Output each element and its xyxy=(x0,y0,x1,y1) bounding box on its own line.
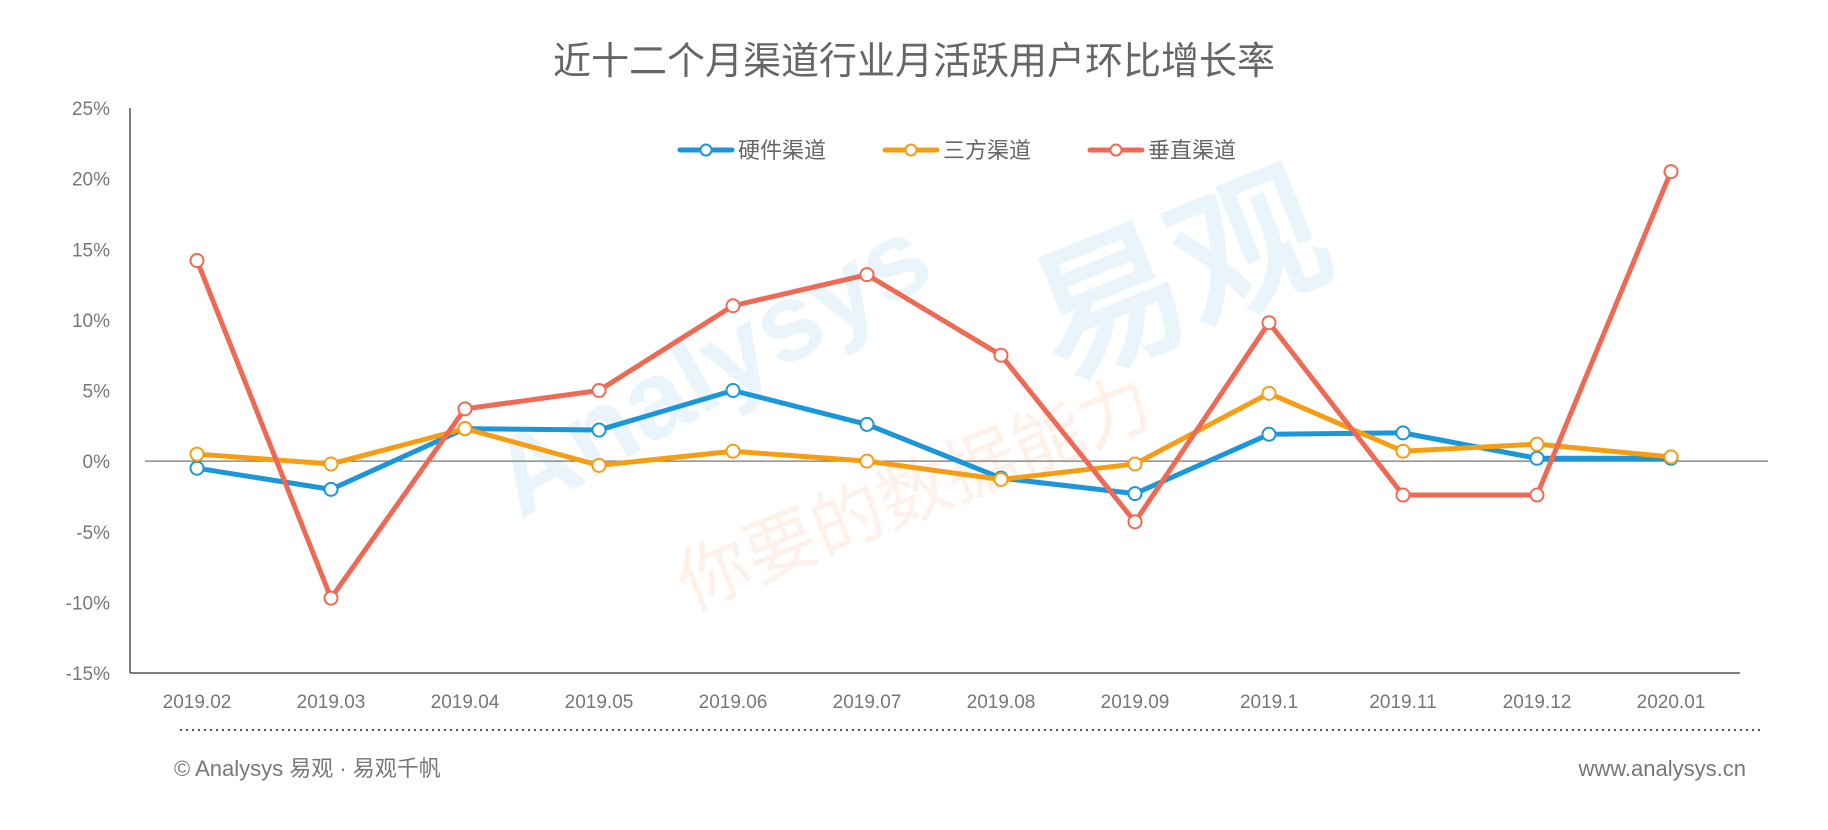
data-point xyxy=(591,457,607,473)
series-layer xyxy=(189,164,1679,606)
series-2 xyxy=(189,385,1679,487)
data-point xyxy=(1261,426,1277,442)
y-tick-label: -5% xyxy=(76,523,110,544)
legend-item: 硬件渠道 xyxy=(677,138,826,163)
x-tick-label: 2019.05 xyxy=(565,692,634,713)
x-tick-label: 2019.04 xyxy=(431,692,500,713)
data-point xyxy=(189,253,205,269)
x-tick-label: 2020.01 xyxy=(1637,692,1706,713)
data-point xyxy=(1127,486,1143,502)
data-point xyxy=(323,590,339,606)
data-point xyxy=(1395,425,1411,441)
y-tick-label: 20% xyxy=(72,170,110,191)
data-point xyxy=(457,421,473,437)
x-tick-label: 2019.03 xyxy=(297,692,366,713)
data-point xyxy=(993,471,1009,487)
legend-swatch-marker xyxy=(699,143,713,157)
data-point xyxy=(859,267,875,283)
data-point xyxy=(1261,385,1277,401)
data-point xyxy=(189,460,205,476)
data-point xyxy=(1663,449,1679,465)
y-tick-label: 10% xyxy=(72,311,110,332)
data-point xyxy=(1127,456,1143,472)
legend-label: 三方渠道 xyxy=(943,138,1031,163)
y-tick-label: 0% xyxy=(83,452,111,473)
y-tick-label: 5% xyxy=(83,382,111,403)
legend-swatch-marker xyxy=(904,143,918,157)
footer-copyright: © Analysys 易观 · 易观千帆 xyxy=(174,756,441,781)
footer-website[interactable]: www.analysys.cn xyxy=(1577,756,1746,781)
series-line xyxy=(194,390,1674,482)
data-point xyxy=(591,383,607,398)
x-tick-label: 2019.08 xyxy=(967,692,1036,713)
data-point xyxy=(1395,443,1411,459)
data-point xyxy=(189,446,205,462)
data-point xyxy=(323,456,339,472)
x-tick-label: 2019.02 xyxy=(163,692,232,713)
legend: 硬件渠道 三方渠道 垂直渠道 xyxy=(677,138,1236,163)
watermark: Analysys 易观 你要的数据能力 xyxy=(471,142,1351,625)
y-tick-label: 25% xyxy=(72,99,110,120)
data-point xyxy=(1529,436,1545,452)
x-tick-label: 2019.1 xyxy=(1240,692,1298,713)
y-tick-label: -15% xyxy=(66,664,110,685)
x-tick-label: 2019.07 xyxy=(833,692,902,713)
data-point xyxy=(1529,487,1545,503)
x-tick-label: 2019.11 xyxy=(1369,692,1436,713)
x-tick-label: 2019.09 xyxy=(1101,692,1170,713)
data-point xyxy=(859,416,875,432)
axes: -15% -10% -5% 0% 5% 10% 15% 20% 25% 2019.02 2019.0… xyxy=(66,99,1768,713)
legend-item: 垂直渠道 xyxy=(1087,138,1236,163)
legend-label: 垂直渠道 xyxy=(1148,138,1236,163)
legend-item: 三方渠道 xyxy=(882,138,1031,163)
data-point xyxy=(1663,164,1679,180)
data-point xyxy=(859,453,875,469)
data-point xyxy=(1127,514,1143,530)
data-point xyxy=(993,347,1009,363)
x-tick-label: 2019.12 xyxy=(1503,692,1572,713)
chart-title: 近十二个月渠道行业月活跃用户环比增长率 xyxy=(553,41,1275,83)
data-point xyxy=(725,298,741,314)
data-point xyxy=(1395,487,1411,503)
series-3 xyxy=(189,164,1679,606)
y-tick-label: 15% xyxy=(72,240,110,261)
data-point xyxy=(323,481,339,497)
y-tick-label: -10% xyxy=(66,593,110,614)
data-point xyxy=(725,383,741,398)
data-point xyxy=(457,401,473,417)
data-point xyxy=(725,443,741,459)
series-line xyxy=(194,169,1674,601)
legend-swatch-marker xyxy=(1109,143,1123,157)
watermark-brand-cn: 易观 xyxy=(1009,142,1350,410)
data-point xyxy=(591,422,607,438)
legend-label: 硬件渠道 xyxy=(738,138,826,163)
data-point xyxy=(1261,315,1277,331)
data-point xyxy=(1529,450,1545,466)
x-tick-label: 2019.06 xyxy=(699,692,768,713)
